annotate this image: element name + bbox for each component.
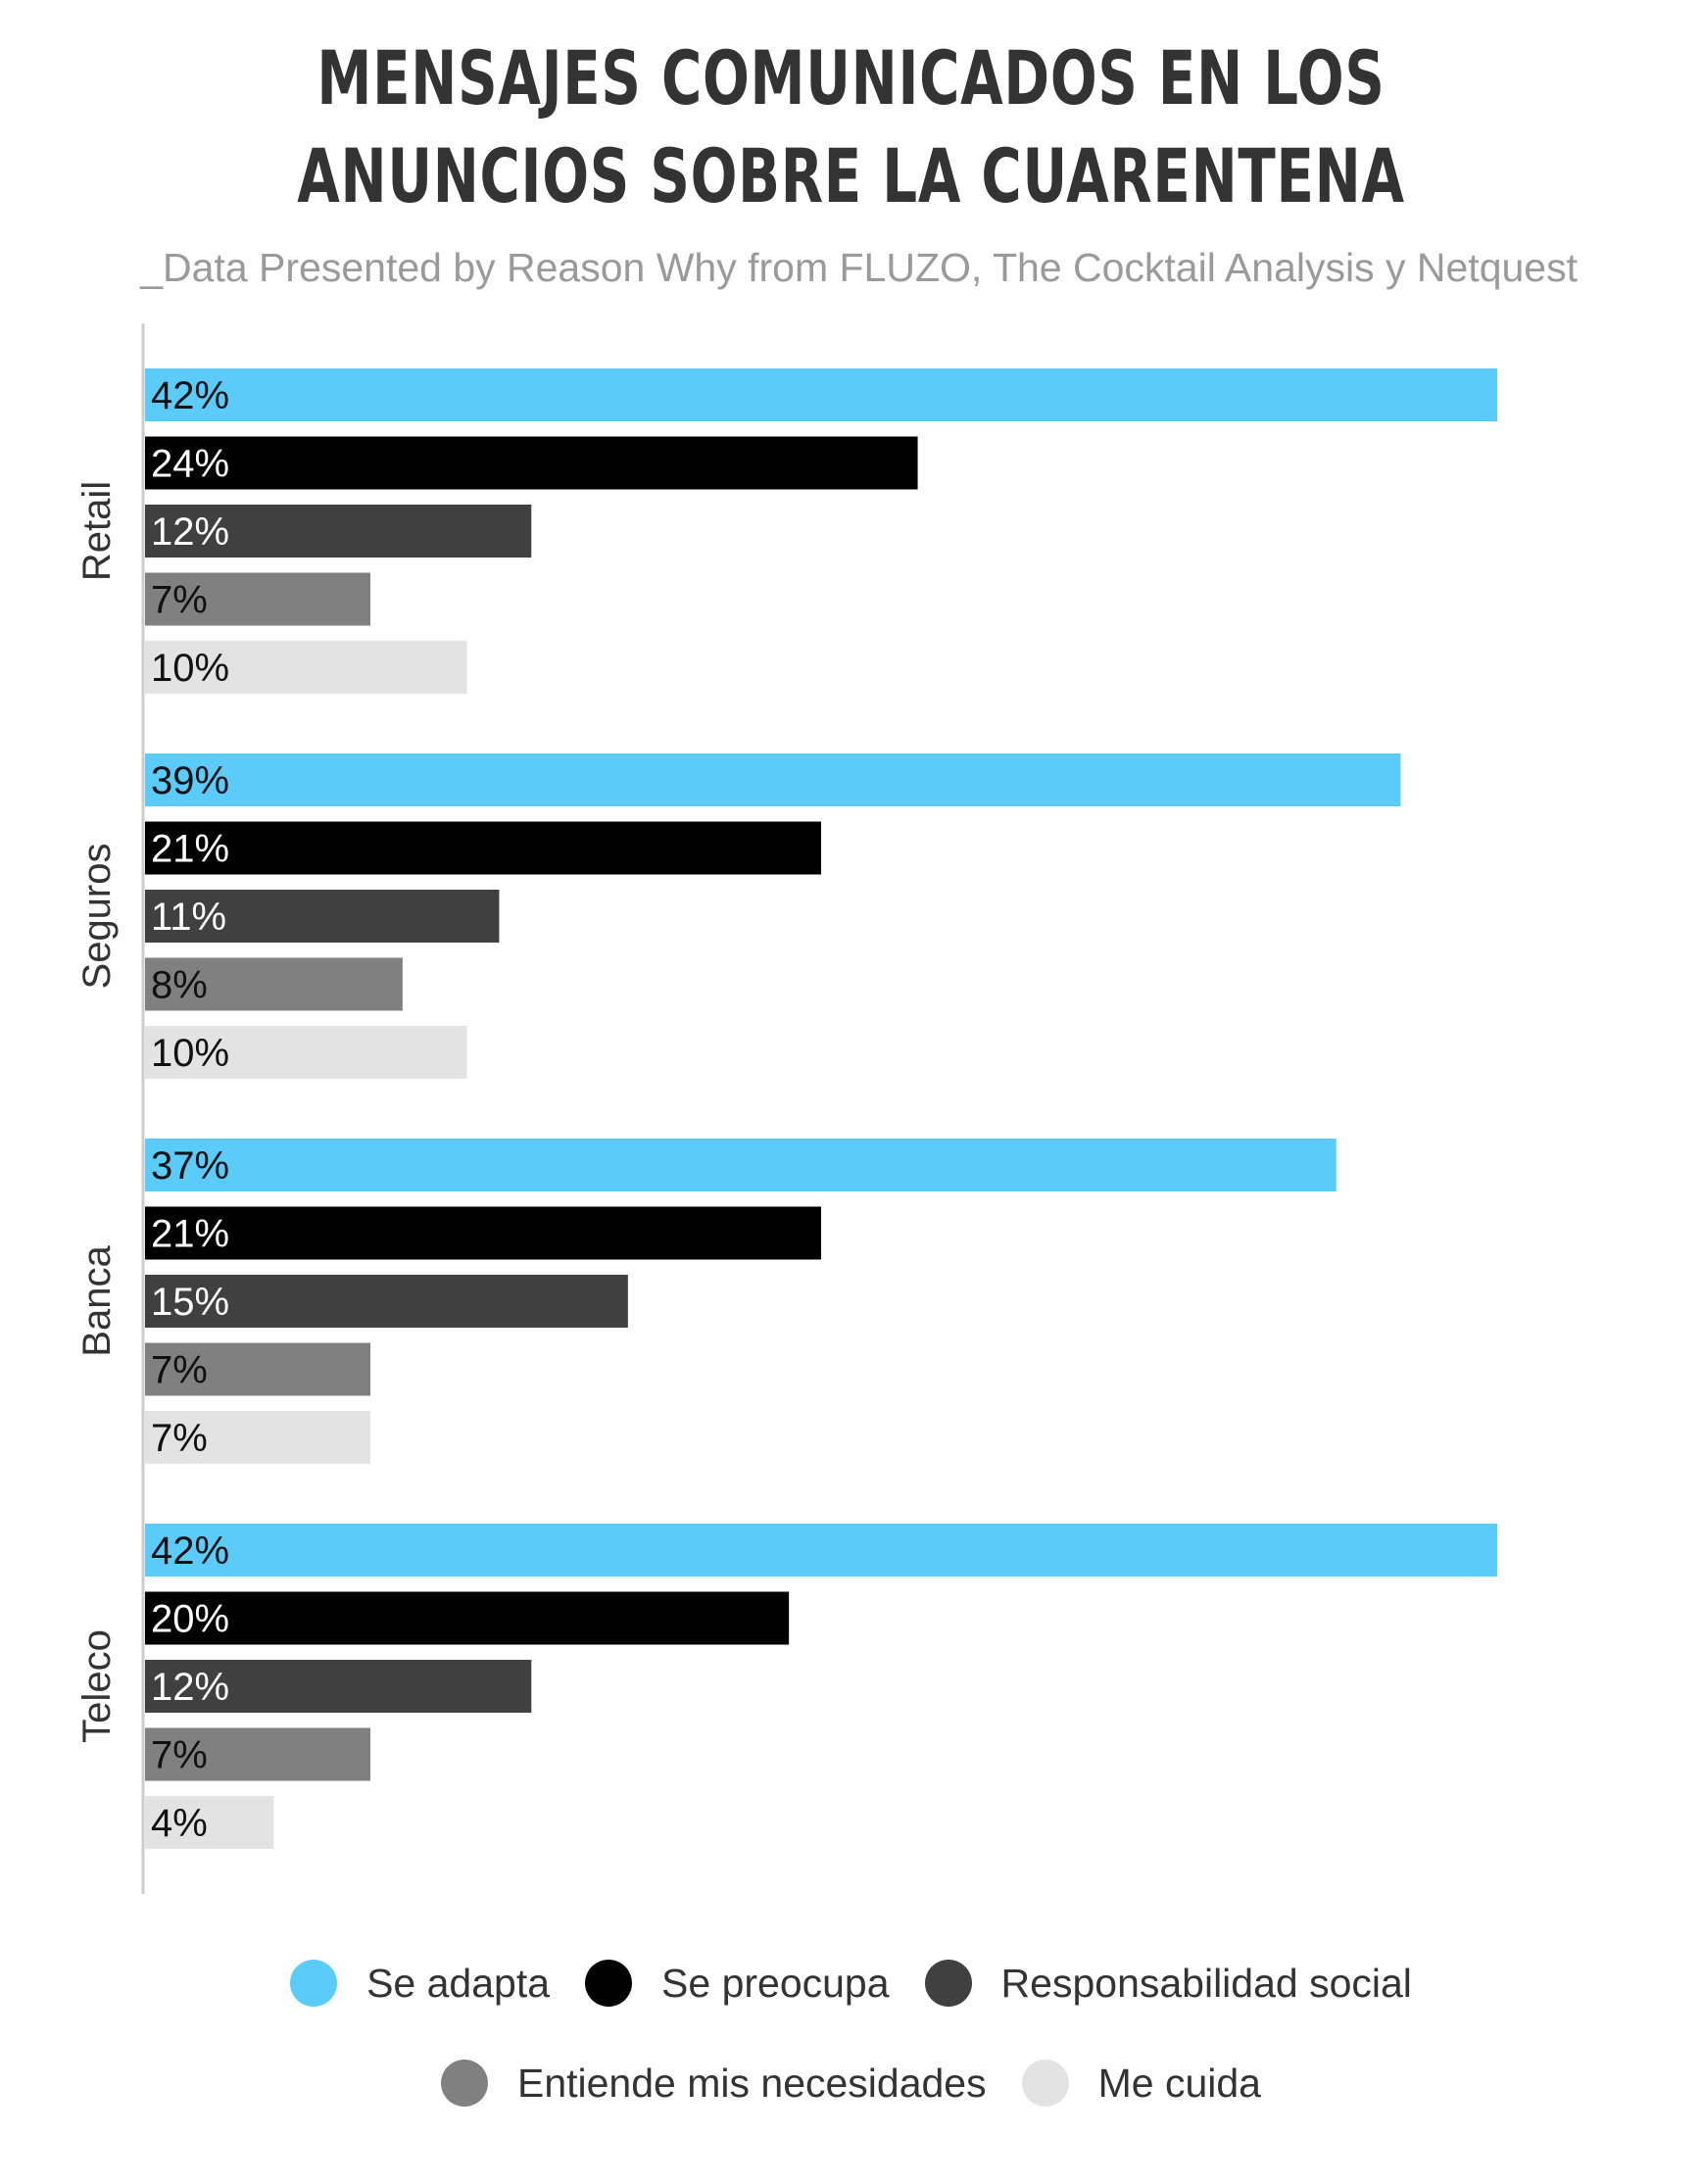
legend-swatch-se-preocupa [585, 1960, 633, 2007]
bar-chart: Retail 42% 24% 12% 7% 10% Seguros 39% 21% 11% 8% 10… [75, 323, 1497, 1894]
category-label-teleco: Teleco [75, 1629, 119, 1743]
bar-seguros-me-cuida [145, 1026, 467, 1079]
bar-retail-entiende-mis-necesidades [145, 572, 370, 626]
legend-swatch-responsabilidad-social [924, 1960, 972, 2007]
bar-retail-responsabilidad-social [145, 505, 532, 558]
data-label: 21% [151, 828, 229, 871]
category-label-banca: Banca [75, 1245, 119, 1357]
bar-seguros-entiende-mis-necesidades [145, 957, 403, 1011]
legend-item-se-preocupa: Se preocupa [585, 1960, 890, 2007]
data-label: 39% [151, 759, 229, 802]
category-label-retail: Retail [75, 481, 119, 581]
legend-row-1: Se adapta Se preocupa Responsabilidad so… [0, 1960, 1702, 2007]
chart-subtitle: _Data Presented by Reason Why from FLUZO… [140, 245, 1578, 290]
bar-banca-se-adapta [145, 1139, 1337, 1191]
bar-banca-entiende-mis-necesidades [145, 1342, 370, 1396]
bar-teleco-responsabilidad-social [145, 1660, 532, 1713]
bar-teleco-se-preocupa [145, 1591, 790, 1645]
legend-label: Me cuida [1097, 2061, 1261, 2106]
data-label: 7% [151, 1734, 208, 1777]
bar-banca-responsabilidad-social [145, 1275, 628, 1328]
data-label: 42% [151, 1529, 229, 1573]
bar-banca-se-preocupa [145, 1206, 821, 1260]
data-label: 4% [151, 1802, 208, 1845]
bar-retail-se-preocupa [145, 436, 918, 490]
data-label: 42% [151, 374, 229, 417]
legend-item-me-cuida: Me cuida [1021, 2060, 1261, 2107]
data-label: 10% [151, 647, 229, 690]
legend-swatch-me-cuida [1021, 2060, 1069, 2107]
data-label: 21% [151, 1213, 229, 1256]
data-label: 7% [151, 1349, 208, 1392]
category-label-seguros: Seguros [75, 844, 119, 990]
data-label: 24% [151, 443, 229, 486]
data-label: 37% [151, 1144, 229, 1188]
data-label: 7% [151, 1417, 208, 1460]
legend-label: Se adapta [366, 1961, 551, 2006]
legend-item-se-adapta: Se adapta [290, 1960, 550, 2007]
legend-row-2: Entiende mis necesidades Me cuida [0, 2060, 1702, 2107]
bar-seguros-responsabilidad-social [145, 890, 500, 943]
bar-seguros-se-adapta [145, 753, 1401, 806]
bar-teleco-entiende-mis-necesidades [145, 1727, 370, 1781]
legend-swatch-se-adapta [290, 1960, 338, 2007]
chart-title: MENSAJES COMUNICADOS EN LOS ANUNCIOS SOB… [297, 34, 1405, 219]
data-label: 7% [151, 579, 208, 622]
data-label: 12% [151, 510, 229, 554]
legend-label: Entiende mis necesidades [516, 2061, 987, 2106]
legend-label: Responsabilidad social [1000, 1961, 1412, 2006]
bar-retail-se-adapta [145, 368, 1497, 421]
bar-teleco-me-cuida [145, 1796, 274, 1849]
legend-item-entiende-mis-necesidades: Entiende mis necesidades [440, 2060, 987, 2107]
bar-seguros-se-preocupa [145, 821, 821, 875]
bar-teleco-se-adapta [145, 1524, 1497, 1577]
legend-swatch-entiende-mis-necesidades [440, 2060, 488, 2107]
data-label: 12% [151, 1666, 229, 1709]
legend-label: Se preocupa [661, 1961, 890, 2006]
data-label: 15% [151, 1281, 229, 1324]
bar-banca-me-cuida [145, 1411, 370, 1464]
bar-retail-me-cuida [145, 641, 467, 694]
data-label: 8% [151, 964, 208, 1007]
data-label: 20% [151, 1598, 229, 1641]
data-label: 10% [151, 1032, 229, 1075]
data-label: 11% [151, 896, 226, 939]
legend-item-responsabilidad-social: Responsabilidad social [924, 1960, 1412, 2007]
